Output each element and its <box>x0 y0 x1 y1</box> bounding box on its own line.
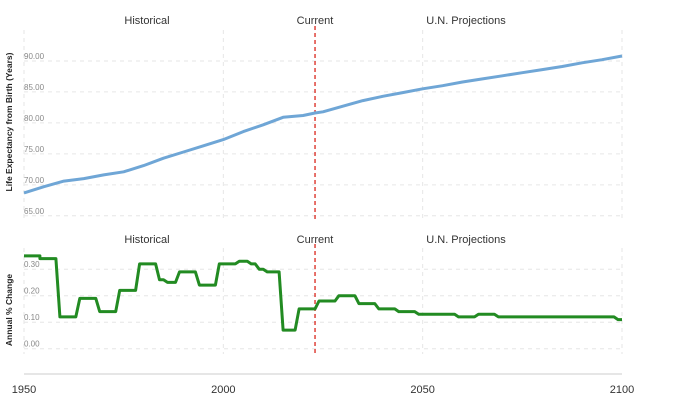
y-axis-label: Life Expectancy from Birth (Years) <box>4 52 14 191</box>
y-tick-label: 65.00 <box>24 207 45 216</box>
x-tick-label: 1950 <box>12 384 36 396</box>
life-expectancy-panel: 65.00 70.00 75.00 80.00 85.00 90.00 Historical… <box>4 15 623 222</box>
x-tick-label: 2000 <box>211 384 235 396</box>
y-tick-label: 70.00 <box>24 176 45 185</box>
section-label-current: Current <box>297 234 334 246</box>
annual-change-panel: 0.00 0.10 0.20 0.30 Historical Current U.N. Pr… <box>4 234 623 354</box>
section-label-projections: U.N. Projections <box>426 15 506 27</box>
y-tick-label: 0.00 <box>24 340 40 349</box>
section-label-projections: U.N. Projections <box>426 234 506 246</box>
section-label-historical: Historical <box>124 15 169 27</box>
y-tick-label: 0.30 <box>24 260 40 269</box>
y-axis-label: Annual % Change <box>4 274 14 347</box>
y-tick-label: 85.00 <box>24 83 45 92</box>
series-line <box>23 54 623 195</box>
year-axis: 1950 2000 2050 2100 <box>12 373 634 396</box>
y-tick-label: 0.10 <box>24 313 40 322</box>
y-tick-label: 75.00 <box>24 145 45 154</box>
y-tick-label: 80.00 <box>24 114 45 123</box>
section-label-current: Current <box>297 15 334 27</box>
y-tick-label: 90.00 <box>24 52 45 61</box>
series-line <box>24 254 622 332</box>
y-tick-label: 0.20 <box>24 287 40 296</box>
x-tick-label: 2050 <box>410 384 434 396</box>
x-tick-label: 2100 <box>610 384 634 396</box>
section-label-historical: Historical <box>124 234 169 246</box>
